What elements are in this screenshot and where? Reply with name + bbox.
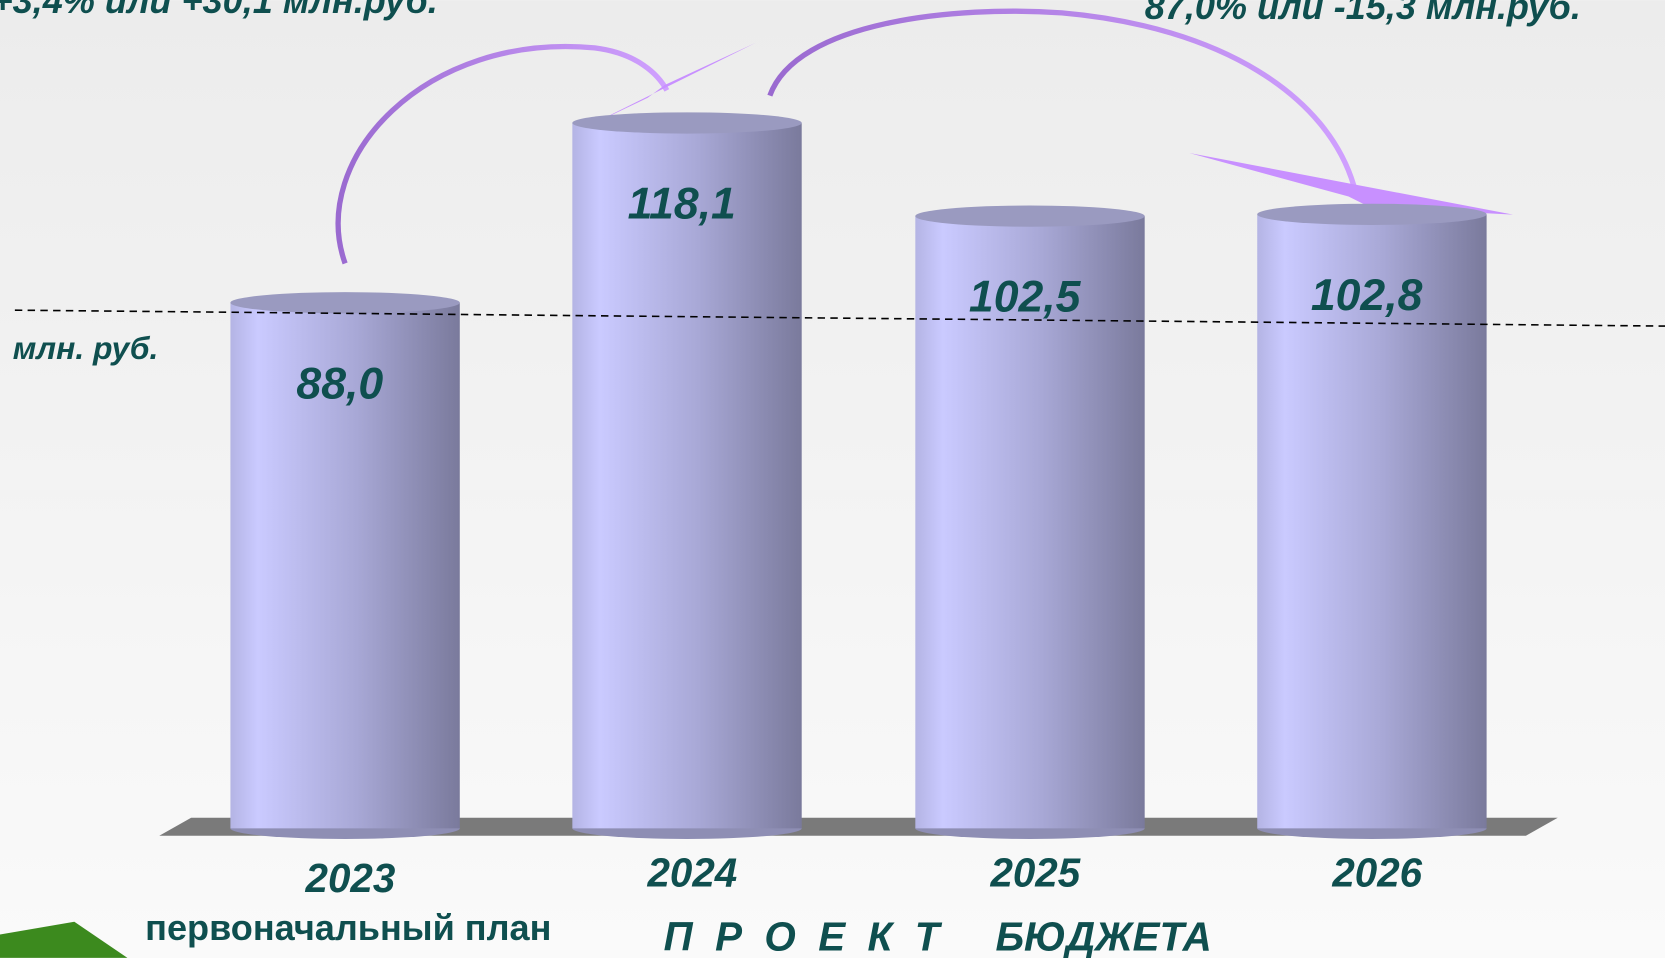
bar <box>572 122 802 829</box>
cylinder-top <box>572 112 802 134</box>
x-tick-label: 2026 <box>1331 850 1422 896</box>
cylinder-top <box>915 205 1145 227</box>
arrow-arc <box>767 8 1357 187</box>
bars: 88,0 2023 118,1 2024 102,5 2025 102,8 2026 <box>230 112 1487 901</box>
annotation: +3,4% или +30,1 млн.руб. <box>0 0 438 21</box>
bar <box>1257 214 1487 829</box>
bar <box>915 216 1145 829</box>
bar <box>230 302 460 829</box>
value-label: 118,1 <box>628 180 736 229</box>
floor <box>159 817 1558 836</box>
x-tick-label: 2024 <box>646 850 737 896</box>
arrow-head <box>1189 153 1514 215</box>
x-tick-label: 2025 <box>989 850 1080 896</box>
cylinder-top <box>230 292 460 314</box>
arrow-arc <box>335 43 670 265</box>
cylinder-top <box>1257 203 1487 225</box>
subtitle: первоначальный план <box>145 907 551 948</box>
subtitle: П Р О Е К Т БЮДЖЕТА <box>664 913 1212 958</box>
corner-decoration <box>0 921 128 958</box>
annotation: 87,0% или -15,3 млн.руб. <box>1145 0 1581 27</box>
x-tick-label: 2023 <box>305 855 396 901</box>
value-label: 102,8 <box>1311 271 1423 320</box>
unit-label: млн. руб. <box>13 330 159 366</box>
value-label: 88,0 <box>296 359 383 408</box>
value-label: 102,5 <box>969 273 1082 322</box>
